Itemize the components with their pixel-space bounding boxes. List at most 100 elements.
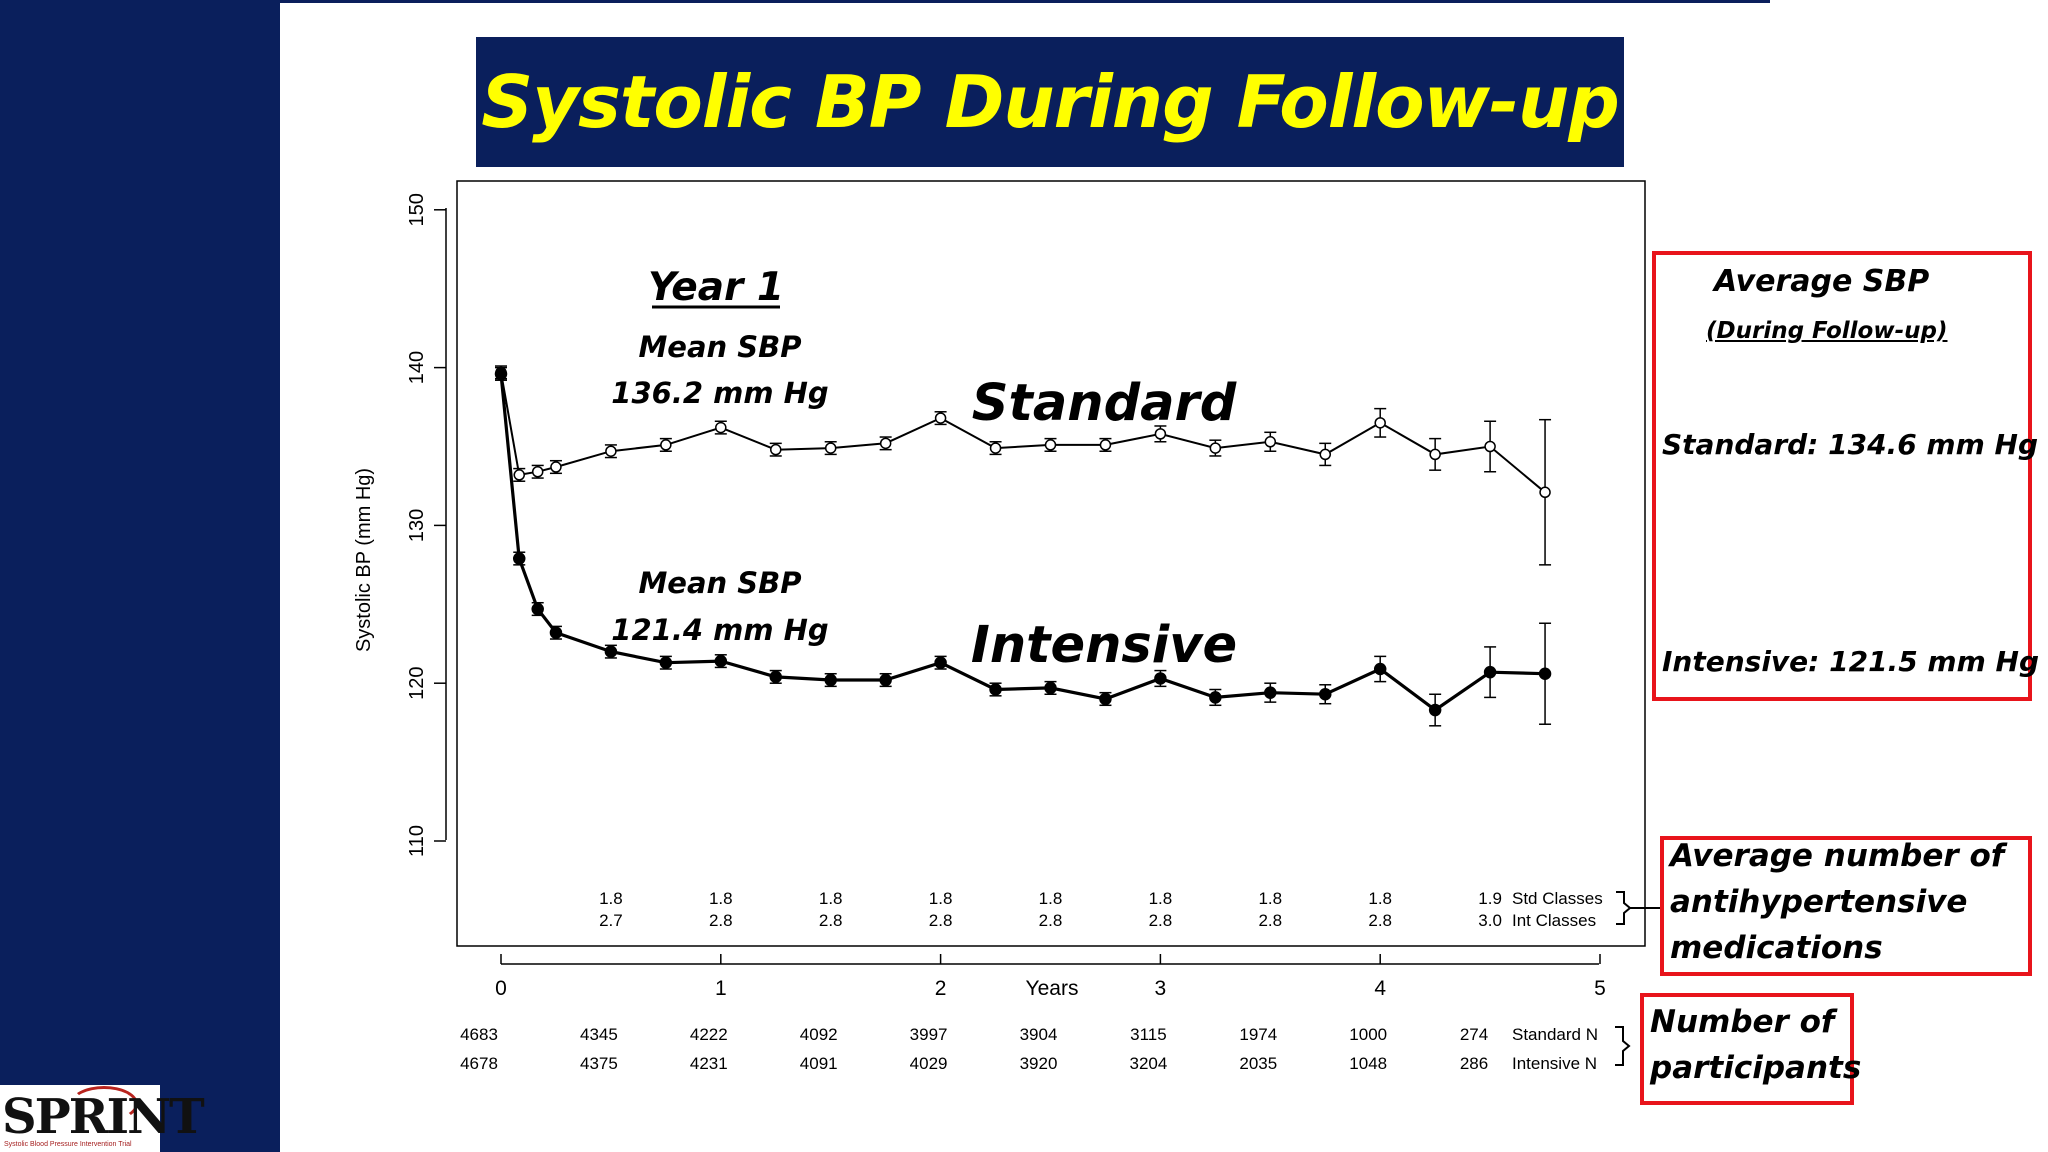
- standard-n-value: 274: [1460, 1025, 1488, 1044]
- data-point: [1154, 672, 1167, 685]
- data-point: [1264, 686, 1277, 699]
- int-classes-value: 2.8: [819, 911, 843, 930]
- average-sbp-intensive: Intensive: 121.5 mm Hg: [1662, 645, 2040, 678]
- data-point: [1154, 428, 1167, 440]
- data-point: [1209, 442, 1222, 454]
- data-point: [1264, 436, 1277, 448]
- data-point: [1373, 662, 1387, 676]
- x-tick-label: 0: [495, 977, 507, 1000]
- intensive-n-value: 4091: [800, 1054, 838, 1073]
- data-point: [879, 673, 892, 687]
- average-sbp-title: Average SBP: [1714, 264, 1930, 299]
- data-point: [1429, 448, 1441, 461]
- sidebar-band: [0, 0, 280, 1152]
- data-point: [513, 469, 525, 481]
- standard-mean-label: Mean SBP: [638, 330, 801, 364]
- intensive-n-value: 2035: [1239, 1054, 1277, 1073]
- standard-n-value: 3997: [910, 1025, 948, 1044]
- x-tick-label: 5: [1594, 977, 1606, 1000]
- data-point: [1319, 687, 1332, 701]
- logo-wordmark: SPRINT: [2, 1089, 205, 1145]
- std-classes-value: 1.8: [819, 889, 843, 908]
- y-tick-label: 110: [406, 825, 428, 857]
- standard-n-value: 3115: [1130, 1025, 1167, 1044]
- data-point: [934, 656, 947, 669]
- intensive-n-value: 4375: [580, 1054, 618, 1073]
- x-tick-label: 1: [715, 977, 727, 1000]
- data-point: [1483, 665, 1497, 679]
- data-point: [1099, 692, 1112, 706]
- data-point: [824, 673, 837, 687]
- data-point: [605, 445, 617, 457]
- participants-bracket: [1615, 1026, 1631, 1066]
- standard-n-value: 4345: [580, 1025, 618, 1044]
- intensive-series-label: Intensive: [971, 616, 1237, 675]
- medication-classes: 1.8 2.7 1.8 2.8 1.8 2.8 1.8 2.8 1.8 2.8 1.8 2.8 1.8 2…: [599, 889, 1502, 930]
- x-tick-label: 2: [935, 977, 947, 1000]
- int-classes-value: 2.8: [709, 911, 733, 930]
- data-point: [1374, 417, 1386, 429]
- plot-frame: [456, 180, 1646, 947]
- intensive-mean-value: 121.4 mm Hg: [611, 613, 828, 647]
- data-point: [715, 421, 727, 434]
- participants-line2: participants: [1650, 1050, 1862, 1086]
- standard-n-value: 3904: [1020, 1025, 1058, 1044]
- std-classes-value: 1.8: [929, 889, 953, 908]
- average-sbp-standard: Standard: 134.6 mm Hg: [1662, 428, 2039, 461]
- std-classes-value: 1.8: [709, 889, 733, 908]
- std-classes-value: 1.9: [1478, 889, 1502, 908]
- medications-line3: medications: [1670, 930, 1883, 966]
- data-point: [1428, 703, 1442, 717]
- data-point: [1538, 667, 1552, 680]
- int-classes-value: 2.8: [1258, 911, 1282, 930]
- standard-n-value: 4683: [460, 1025, 498, 1044]
- data-point: [1539, 486, 1551, 499]
- x-tick-label: 4: [1374, 977, 1386, 1000]
- data-point: [1484, 440, 1496, 453]
- standard-n-value: 4222: [690, 1025, 728, 1044]
- standard-n-label: Standard N: [1512, 1025, 1598, 1044]
- data-point: [659, 656, 673, 669]
- logo-swoosh-icon: [70, 1086, 138, 1122]
- medications-line1: Average number of: [1670, 838, 2005, 874]
- intensive-mean-label: Mean SBP: [638, 566, 801, 600]
- data-point: [769, 670, 782, 684]
- sprint-logo: SPRINT Systolic Blood Pressure Intervent…: [0, 1085, 205, 1152]
- series-line-standard: [500, 372, 1546, 494]
- x-tick-label: 3: [1155, 977, 1167, 1000]
- average-sbp-subtitle: (During Follow-up): [1706, 318, 1948, 344]
- y-axis-ticks: 110 120 130 140 150: [406, 193, 446, 857]
- top-divider: [280, 0, 1770, 3]
- int-classes-value: 2.8: [1149, 911, 1173, 930]
- data-point: [824, 442, 837, 454]
- x-axis-label: Years: [1026, 977, 1079, 1000]
- series-standard: [495, 365, 1552, 566]
- intensive-n-value: 3204: [1129, 1054, 1167, 1073]
- std-classes-value: 1.8: [599, 889, 623, 908]
- data-point: [512, 552, 526, 565]
- y-tick-label: 130: [406, 509, 428, 542]
- y-tick-label: 150: [406, 193, 428, 226]
- y-axis-label: Systolic BP (mm Hg): [353, 468, 375, 652]
- data-point: [1044, 681, 1057, 695]
- std-classes-value: 1.8: [1368, 889, 1392, 908]
- year1-heading: Year 1: [648, 265, 784, 310]
- med-bracket: [1616, 891, 1632, 925]
- std-classes-value: 1.8: [1149, 889, 1173, 908]
- y-tick-label: 120: [406, 667, 428, 700]
- series-line-intensive: [499, 373, 1546, 712]
- std-classes-value: 1.8: [1039, 889, 1063, 908]
- title-banner: Systolic BP During Follow-up: [476, 37, 1624, 167]
- participants-table: 4683 4678 4345 4375 4222 4231 4092 4091 3997 4029…: [460, 1025, 1488, 1073]
- int-classes-value: 2.8: [929, 911, 953, 930]
- standard-n-value: 4092: [800, 1025, 838, 1044]
- data-point: [550, 461, 562, 473]
- int-classes-value: 2.8: [1039, 911, 1063, 930]
- data-point: [989, 442, 1002, 454]
- data-point: [531, 602, 544, 616]
- participants-line1: Number of: [1650, 1004, 1835, 1040]
- data-point: [770, 443, 782, 456]
- logo-tagline: Systolic Blood Pressure Intervention Tri…: [4, 1141, 132, 1148]
- series-layer: [494, 365, 1552, 727]
